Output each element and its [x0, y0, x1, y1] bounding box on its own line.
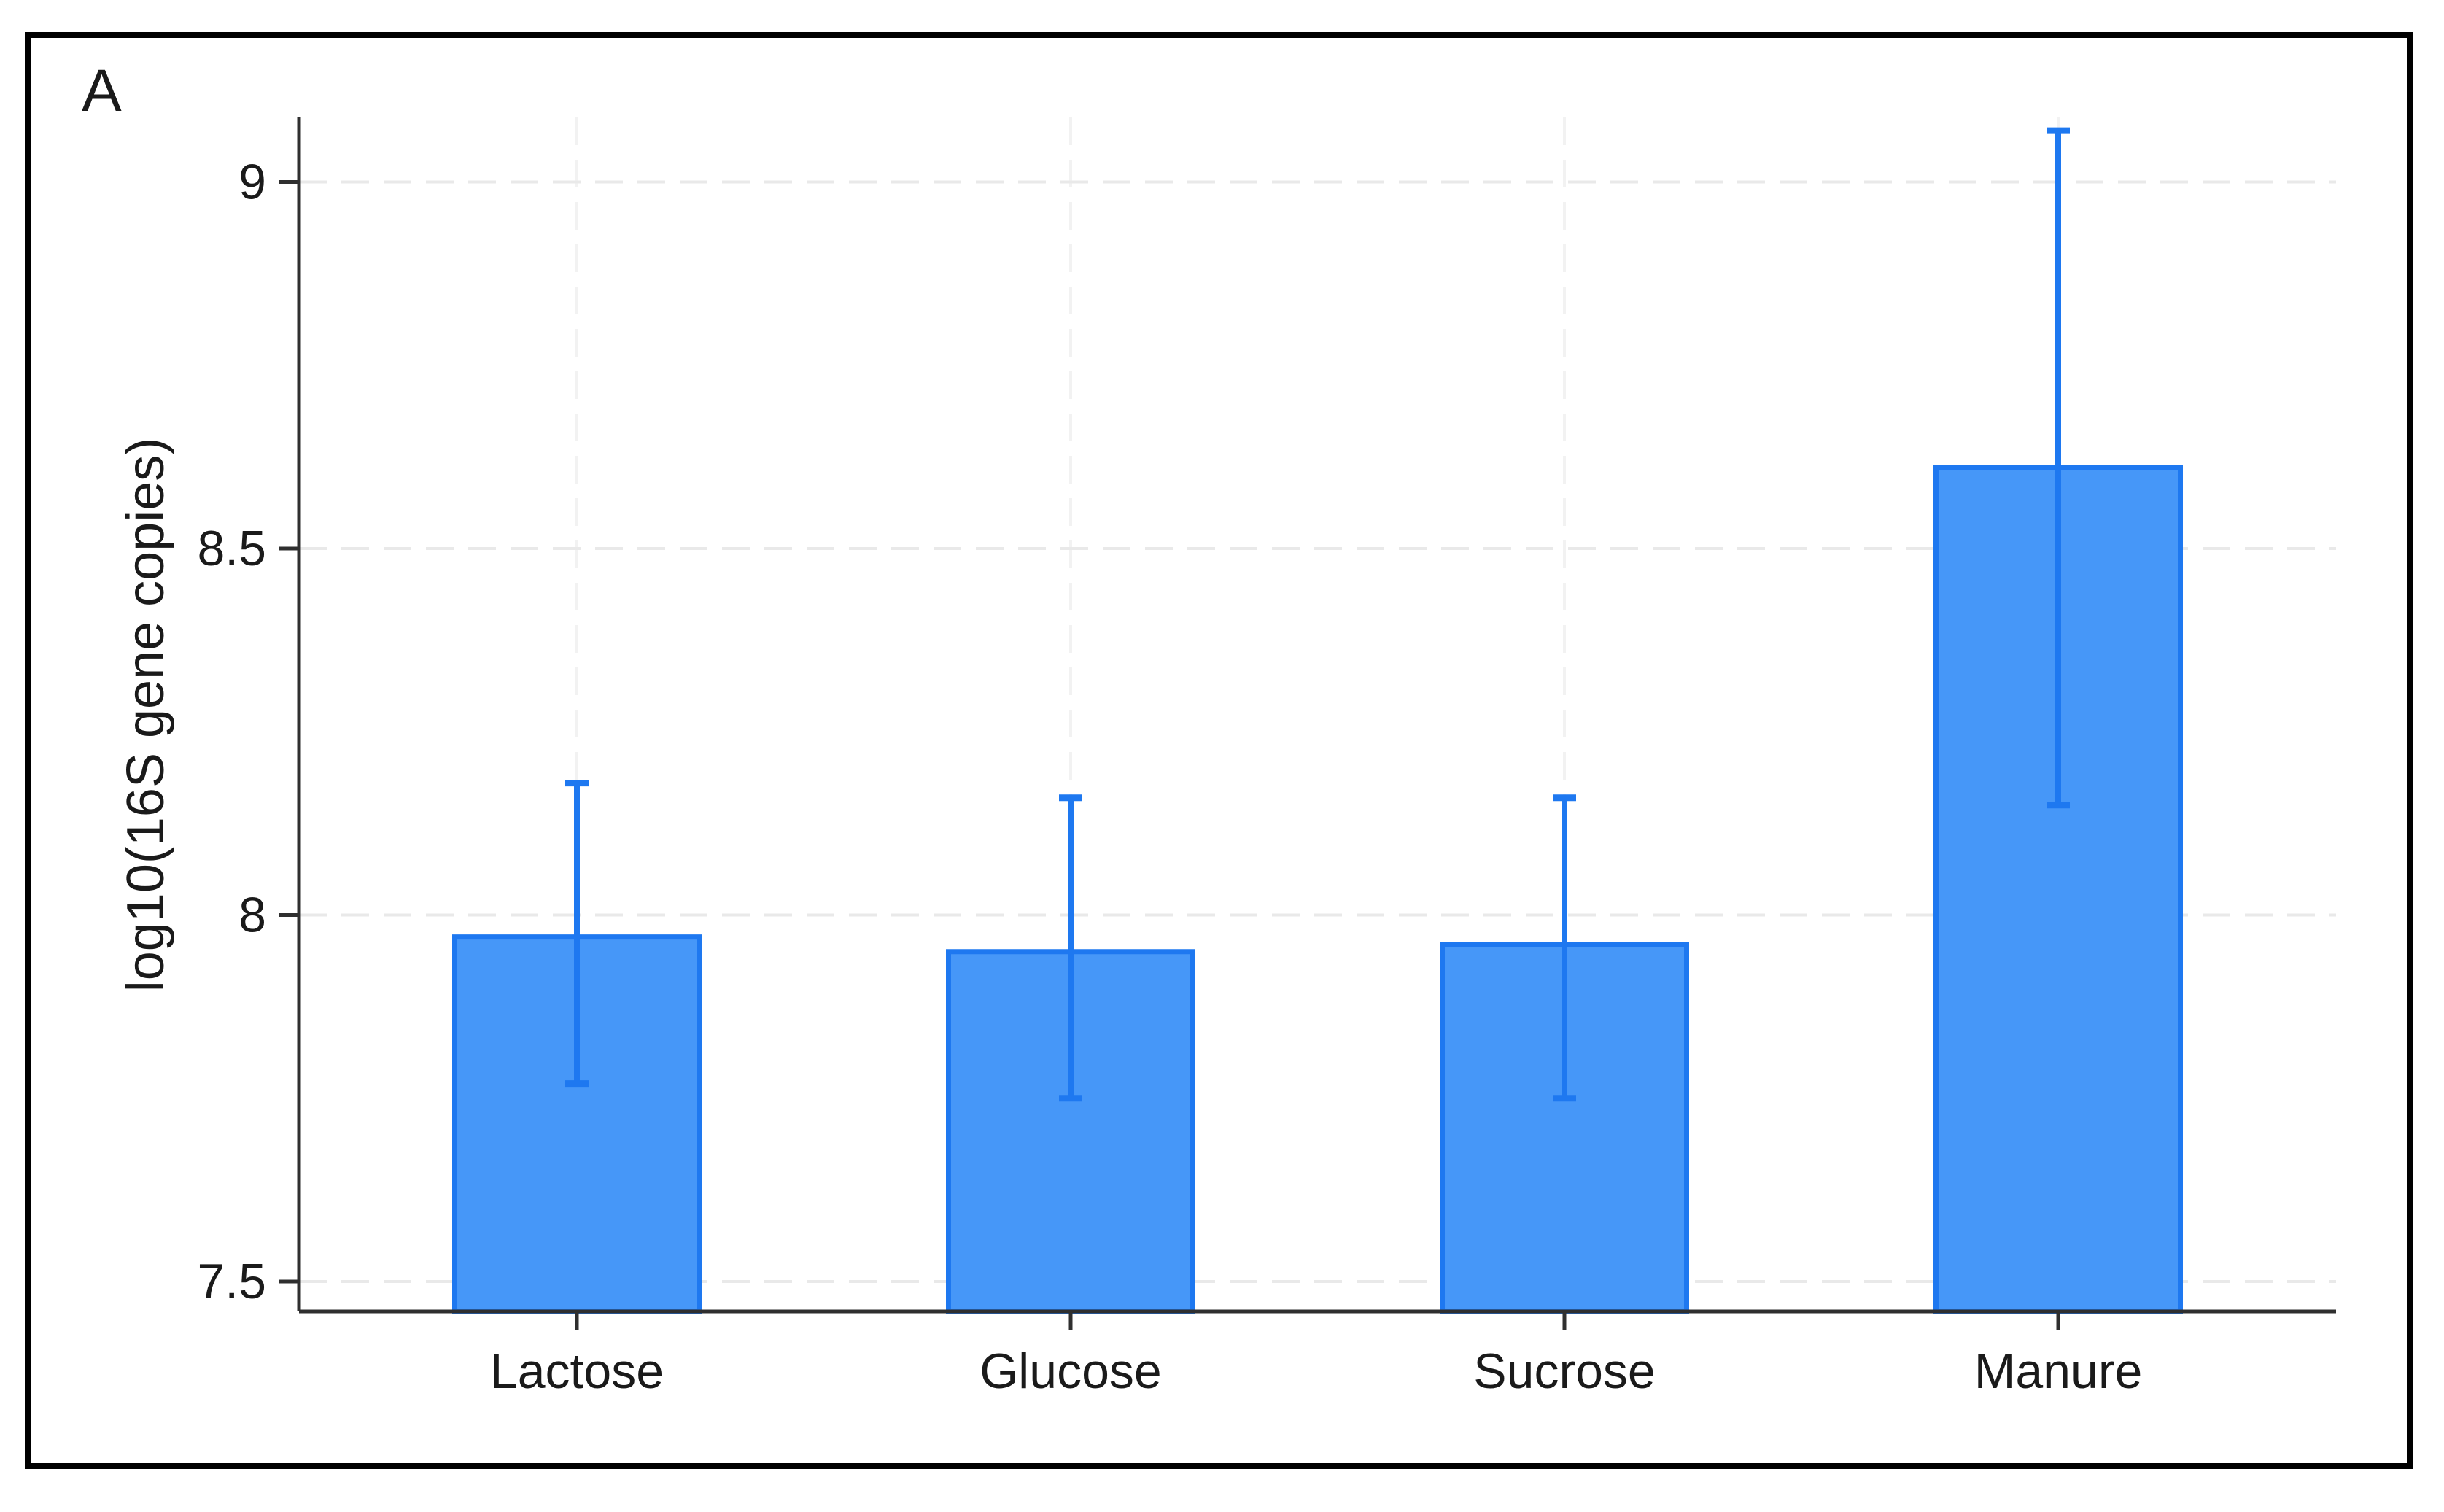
y-tick-label-8: 8 — [238, 888, 266, 943]
x-tick-label-lactose: Lactose — [490, 1344, 664, 1399]
x-tick-label-sucrose: Sucrose — [1473, 1344, 1655, 1399]
x-tick-label-manure: Manure — [1974, 1344, 2143, 1399]
panel-label: A — [82, 58, 122, 124]
y-tick-label-9: 9 — [238, 155, 266, 210]
x-tick-label-glucose: Glucose — [979, 1344, 1161, 1399]
y-tick-label-8.5: 8.5 — [197, 521, 266, 576]
y-tick-label-7.5: 7.5 — [197, 1254, 266, 1309]
